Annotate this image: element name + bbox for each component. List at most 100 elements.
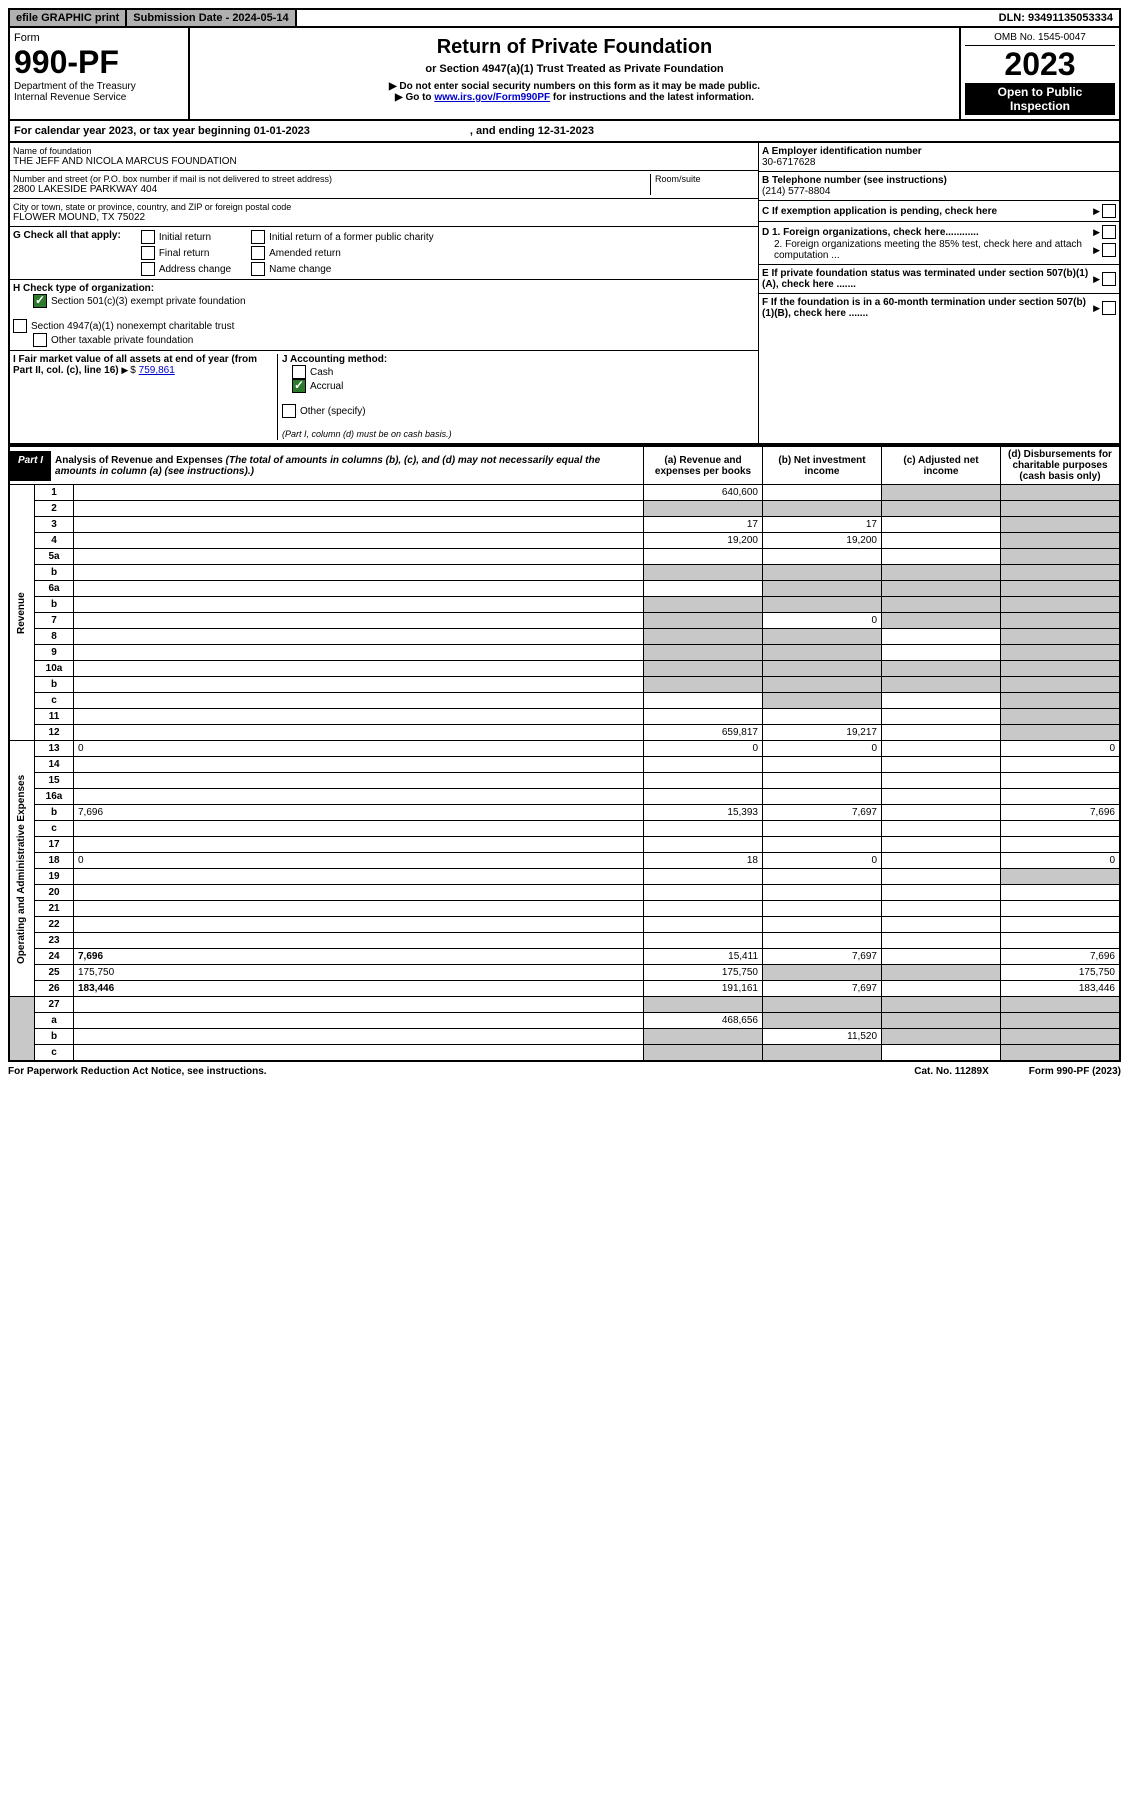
f-label: F If the foundation is in a 60-month ter… — [762, 297, 1093, 319]
cell-d — [1001, 565, 1121, 581]
col-c-header: (c) Adjusted net income — [882, 446, 1001, 485]
opt-initial-return: Initial return — [159, 232, 211, 243]
cell-d — [1001, 581, 1121, 597]
cell-c — [882, 901, 1001, 917]
line-description — [74, 485, 644, 501]
cell-a — [644, 757, 763, 773]
line-description — [74, 661, 644, 677]
cell-c — [882, 773, 1001, 789]
cell-d — [1001, 917, 1121, 933]
cell-d — [1001, 1013, 1121, 1029]
line-description — [74, 997, 644, 1013]
line-number: 17 — [35, 837, 74, 853]
cell-a — [644, 997, 763, 1013]
checkbox-f[interactable] — [1102, 301, 1116, 315]
line-number: b — [35, 805, 74, 821]
checkbox-initial-former[interactable] — [251, 230, 265, 244]
checkbox-e[interactable] — [1102, 272, 1116, 286]
col-b-header: (b) Net investment income — [763, 446, 882, 485]
cell-c — [882, 725, 1001, 741]
line-number: c — [35, 821, 74, 837]
cell-d — [1001, 837, 1121, 853]
line-number: 11 — [35, 709, 74, 725]
checkbox-other-taxable[interactable] — [33, 333, 47, 347]
cell-d — [1001, 613, 1121, 629]
cell-b — [763, 997, 882, 1013]
cell-d — [1001, 869, 1121, 885]
cell-a — [644, 885, 763, 901]
cell-d — [1001, 693, 1121, 709]
checkbox-address-change[interactable] — [141, 262, 155, 276]
checkbox-4947[interactable] — [13, 319, 27, 333]
cell-a — [644, 645, 763, 661]
line-number: b — [35, 565, 74, 581]
form-header: Form 990-PF Department of the Treasury I… — [8, 28, 1121, 121]
cell-a — [644, 1029, 763, 1045]
line-description — [74, 725, 644, 741]
line-number: 3 — [35, 517, 74, 533]
cell-a — [644, 917, 763, 933]
cell-a — [644, 901, 763, 917]
line-description: 7,696 — [74, 805, 644, 821]
line-number: 25 — [35, 965, 74, 981]
cell-d: 0 — [1001, 741, 1121, 757]
line-description — [74, 1013, 644, 1029]
opt-cash: Cash — [310, 367, 333, 378]
opt-initial-former: Initial return of a former public charit… — [269, 232, 434, 243]
line-description — [74, 1029, 644, 1045]
line-description — [74, 677, 644, 693]
checkbox-other-method[interactable] — [282, 404, 296, 418]
checkbox-final-return[interactable] — [141, 246, 155, 260]
checkbox-name-change[interactable] — [251, 262, 265, 276]
line-description — [74, 773, 644, 789]
cell-c — [882, 661, 1001, 677]
line-description — [74, 693, 644, 709]
line-description — [74, 709, 644, 725]
checkbox-501c3[interactable] — [33, 294, 47, 308]
cell-b — [763, 933, 882, 949]
cell-b — [763, 885, 882, 901]
form990pf-link[interactable]: www.irs.gov/Form990PF — [434, 92, 550, 103]
line-description — [74, 869, 644, 885]
cell-d — [1001, 757, 1121, 773]
cell-a — [644, 821, 763, 837]
cell-d — [1001, 821, 1121, 837]
line-description: 0 — [74, 741, 644, 757]
checkbox-cash[interactable] — [292, 365, 306, 379]
fmv-value-link[interactable]: 759,861 — [139, 365, 175, 376]
part1-table: Part I Analysis of Revenue and Expenses … — [8, 445, 1121, 1062]
efile-print-button[interactable]: efile GRAPHIC print — [10, 10, 127, 26]
checkbox-c[interactable] — [1102, 204, 1116, 218]
g-label: G Check all that apply: — [13, 230, 121, 276]
cell-c — [882, 565, 1001, 581]
checkbox-d1[interactable] — [1102, 225, 1116, 239]
line-description: 183,446 — [74, 981, 644, 997]
checkbox-accrual[interactable] — [292, 379, 306, 393]
phone-label: B Telephone number (see instructions) — [762, 175, 1116, 186]
cell-c — [882, 677, 1001, 693]
cell-c — [882, 821, 1001, 837]
cell-d — [1001, 901, 1121, 917]
cell-a — [644, 869, 763, 885]
footer-row: For Paperwork Reduction Act Notice, see … — [8, 1062, 1121, 1081]
line-description: 175,750 — [74, 965, 644, 981]
checkbox-amended[interactable] — [251, 246, 265, 260]
line-number: b — [35, 1029, 74, 1045]
side-label: Operating and Administrative Expenses — [9, 741, 35, 997]
cell-c — [882, 757, 1001, 773]
checkbox-d2[interactable] — [1102, 243, 1116, 257]
line-number: 10a — [35, 661, 74, 677]
line-description — [74, 917, 644, 933]
cell-d: 183,446 — [1001, 981, 1121, 997]
line-number: 22 — [35, 917, 74, 933]
cell-c — [882, 629, 1001, 645]
cell-a: 659,817 — [644, 725, 763, 741]
cell-b: 0 — [763, 741, 882, 757]
cell-a: 15,411 — [644, 949, 763, 965]
cell-b — [763, 709, 882, 725]
cell-d — [1001, 549, 1121, 565]
cell-c — [882, 1045, 1001, 1062]
cell-d — [1001, 789, 1121, 805]
cell-b — [763, 661, 882, 677]
checkbox-initial-return[interactable] — [141, 230, 155, 244]
